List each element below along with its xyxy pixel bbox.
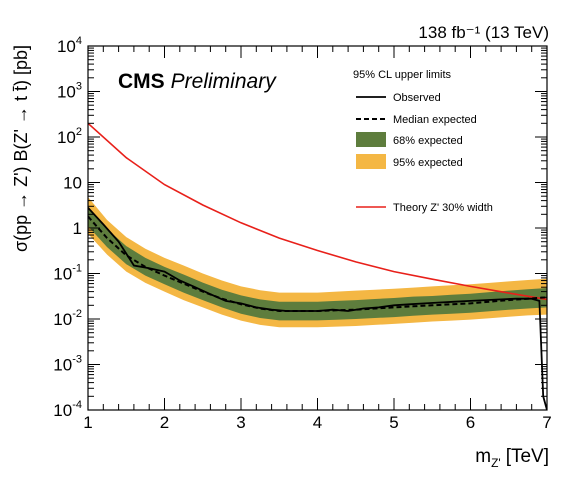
observed-line [88, 207, 547, 410]
x-tick-label: 5 [389, 413, 398, 432]
lumi-label: 138 fb⁻¹ (13 TeV) [418, 23, 549, 42]
y-tick-label: 10-2 [53, 308, 82, 329]
legend-expected-label: Median expected [393, 114, 477, 126]
y-tick-label: 10-3 [53, 354, 82, 375]
y-tick-label: 1 [73, 219, 82, 238]
y-tick-label: 10-1 [53, 263, 82, 284]
legend-95-swatch [356, 154, 386, 169]
x-tick-label: 3 [236, 413, 245, 432]
y-tick-labels: 10-4 10-3 10-2 10-1 1 10 102 103 104 [53, 35, 82, 420]
axis-ticks [87, 45, 548, 411]
plot-area [88, 122, 547, 410]
x-tick-label: 4 [313, 413, 322, 432]
legend-theory-label: Theory Z' 30% width [393, 202, 493, 214]
y-tick-label: 104 [57, 35, 82, 56]
x-tick-label: 6 [466, 413, 475, 432]
legend-observed-label: Observed [393, 92, 441, 104]
x-tick-label: 2 [160, 413, 169, 432]
legend-header: 95% CL upper limits [353, 69, 452, 81]
x-tick-labels: 1 2 3 4 5 6 7 [83, 413, 551, 432]
legend-68-swatch [356, 132, 386, 147]
x-tick-label: 7 [542, 413, 551, 432]
y-tick-label: 10-4 [53, 399, 82, 420]
legend-95-label: 95% expected [393, 157, 463, 169]
legend-68-label: 68% expected [393, 135, 463, 147]
plot-frame [87, 45, 548, 411]
y-tick-label: 10 [63, 174, 82, 193]
y-tick-label: 102 [57, 126, 82, 147]
theory-curve [88, 122, 547, 301]
legend: 95% CL upper limits Observed Median expe… [353, 69, 493, 214]
experiment-label: CMS Preliminary [118, 70, 277, 93]
y-axis-label: σ(pp → Z') B(Z' → t t̄) [pb] [11, 45, 31, 252]
y-tick-label: 103 [57, 81, 82, 102]
x-tick-label: 1 [83, 413, 92, 432]
x-axis-label: mZ' [TeV] [475, 446, 549, 470]
